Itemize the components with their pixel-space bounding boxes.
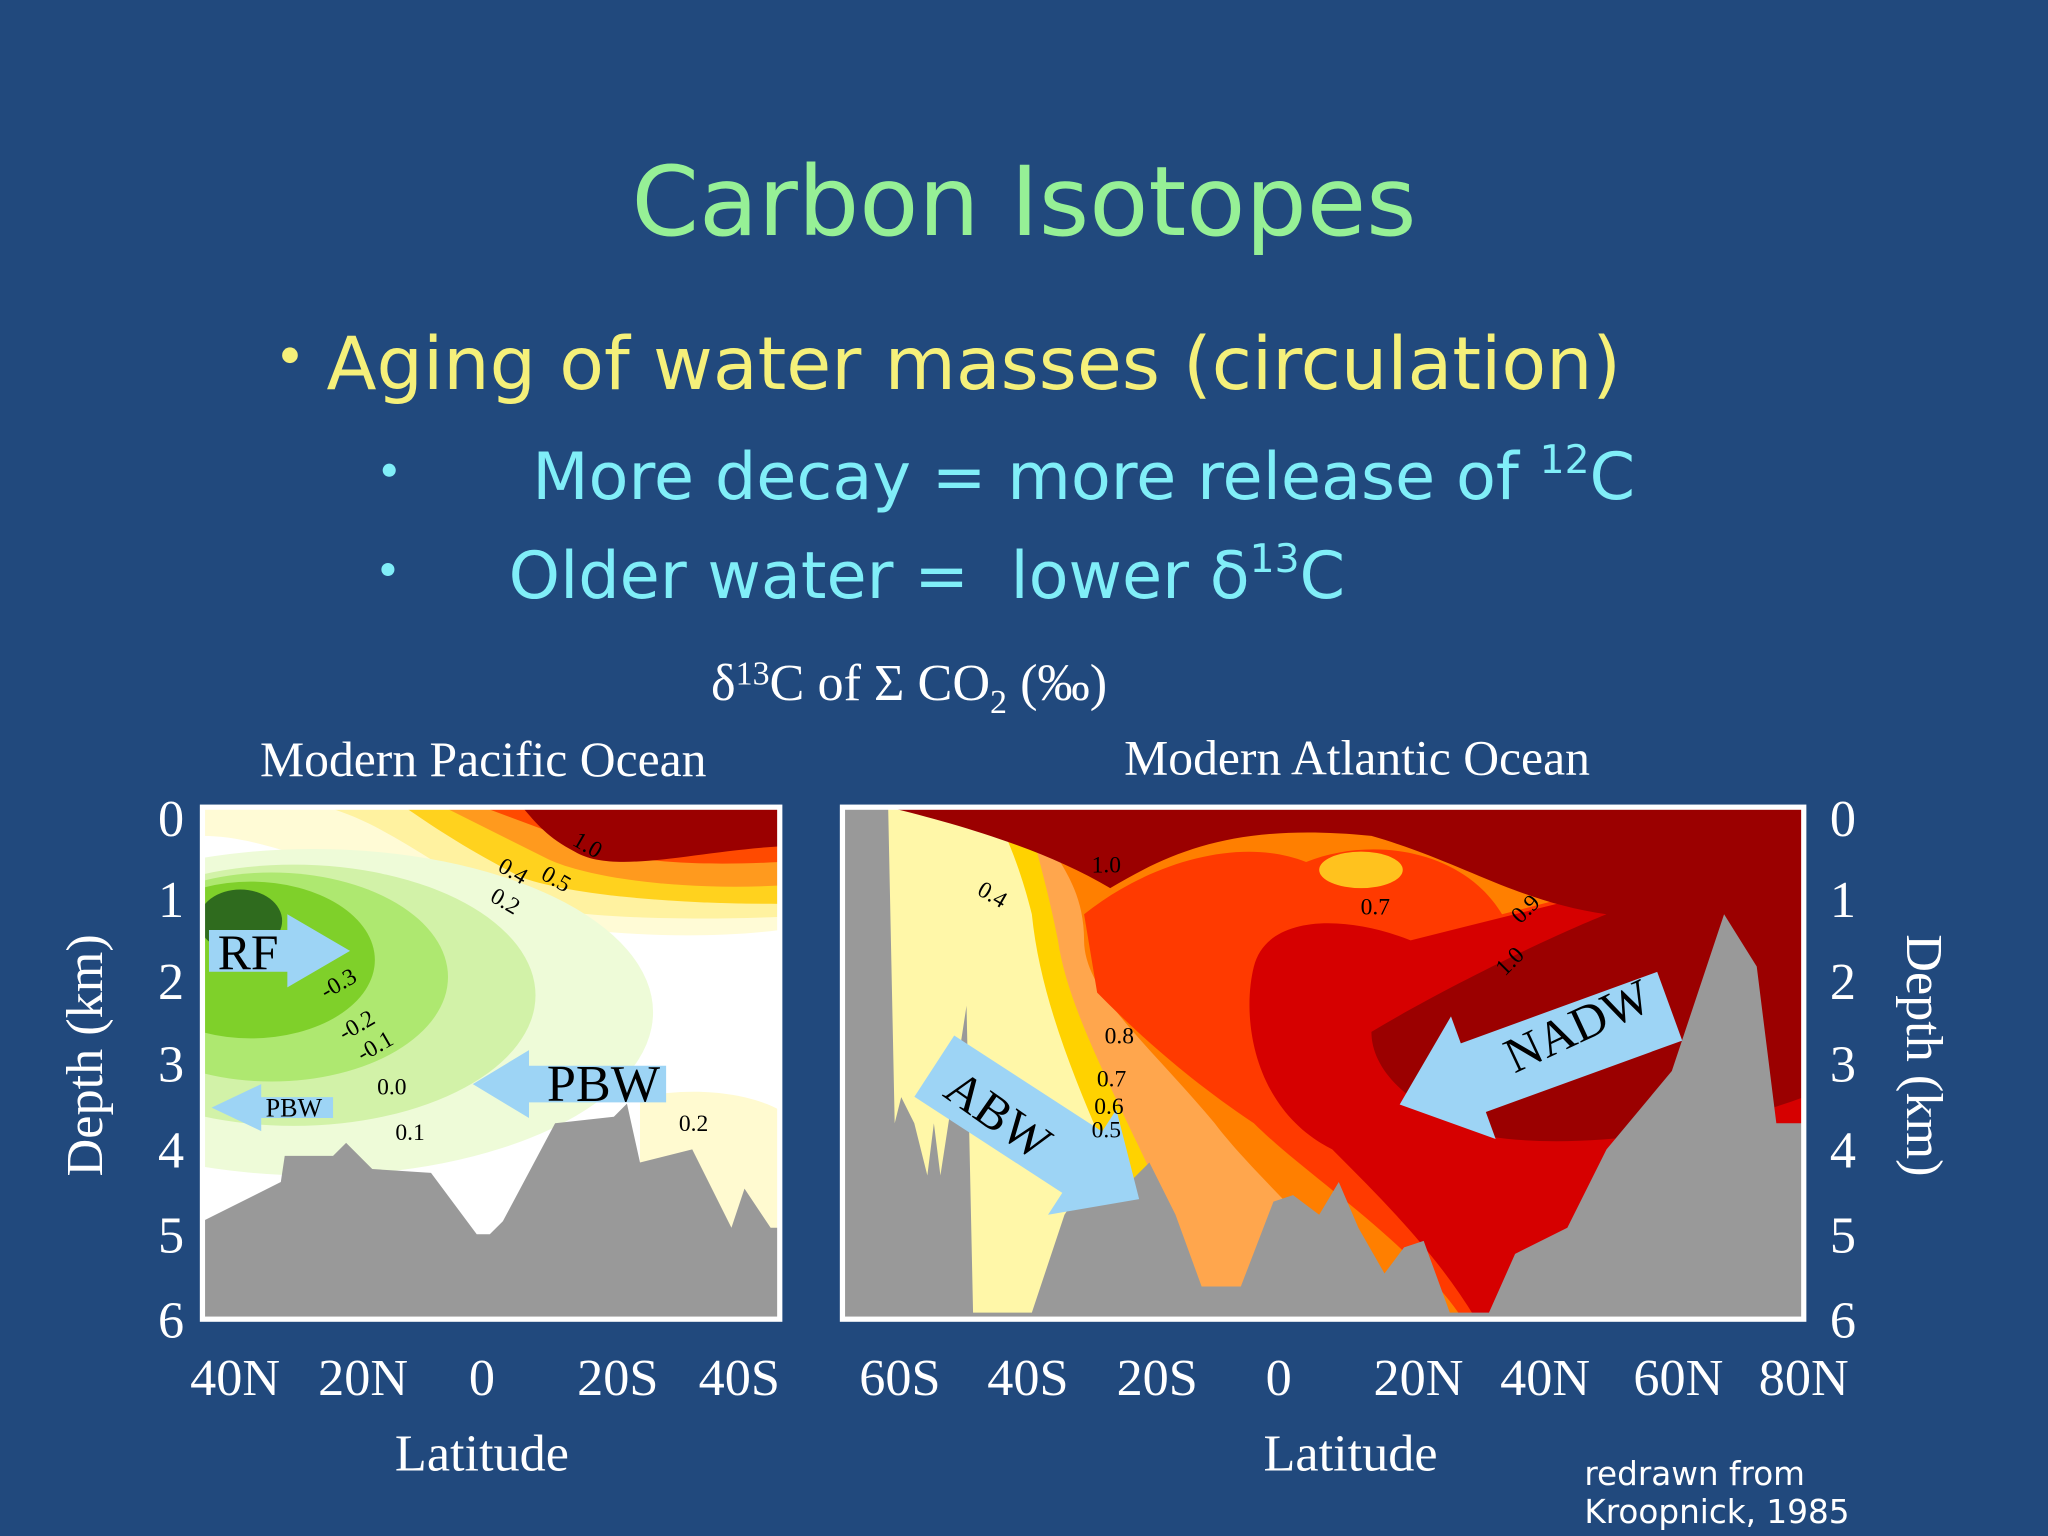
y-tick-label: 2 — [1830, 953, 1856, 1011]
y-tick-label: 6 — [158, 1291, 184, 1349]
y-tick-label: 0 — [1830, 790, 1856, 848]
x-tick-label: 60N — [1633, 1349, 1723, 1407]
contour-label: 0.5 — [1092, 1118, 1121, 1144]
shape — [1399, 971, 1683, 1140]
bullet-marker — [282, 347, 298, 364]
water-mass-label: PBW — [547, 1055, 661, 1113]
superscript: 12 — [1540, 438, 1590, 483]
x-tick-label: 0 — [1266, 1349, 1292, 1407]
x-tick-label: 20S — [1117, 1349, 1198, 1407]
x-tick-label: 40S — [987, 1349, 1068, 1407]
contour-region — [522, 807, 780, 862]
text: C of Σ CO — [770, 654, 991, 712]
y-tick-label: 3 — [158, 1035, 184, 1093]
sub-bullet: Older water = lower δ13C — [405, 537, 1408, 614]
y-tick-label: 3 — [1830, 1035, 1856, 1093]
contour-label: 0.8 — [1105, 1024, 1134, 1050]
x-tick-label: 60S — [859, 1349, 940, 1407]
bullet: Aging of water masses (circulation) — [327, 322, 1621, 407]
credit: Kroopnick, 1985 — [1584, 1493, 1849, 1531]
x-axis-label: Latitude — [1264, 1425, 1438, 1483]
x-tick-label: 40N — [1500, 1349, 1590, 1407]
superscript: 13 — [1250, 537, 1300, 582]
contour-label: 0.7 — [1097, 1067, 1127, 1093]
x-tick-label: 40S — [699, 1349, 780, 1407]
figure-title: δ13C of Σ CO2 (‰) — [646, 654, 1147, 721]
y-tick-label: 0 — [158, 790, 184, 848]
water-mass-label: RF — [218, 925, 279, 980]
shape — [472, 1050, 667, 1119]
subscript: 2 — [990, 684, 1007, 721]
text: (‰) — [1007, 654, 1107, 712]
x-tick-label: 80N — [1759, 1349, 1849, 1407]
y-tick-label: 4 — [1830, 1122, 1856, 1180]
text: C — [1590, 439, 1636, 515]
x-tick-label: 0 — [469, 1349, 495, 1407]
shape — [211, 1084, 334, 1132]
water-mass-label: PBW — [266, 1094, 323, 1123]
bullet-marker — [382, 463, 396, 477]
slide-title: Carbon Isotopes — [631, 145, 1416, 258]
y-axis-label: Depth (km) — [1895, 934, 1953, 1176]
bullet-marker — [381, 562, 395, 576]
text: δ — [711, 654, 736, 712]
contour-label: 0.7 — [1361, 894, 1391, 920]
y-tick-label: 1 — [158, 871, 184, 929]
pacific-section — [202, 807, 780, 1320]
sub-bullet: More decay = more release of 12C — [428, 438, 1697, 515]
shape — [202, 1103, 780, 1320]
x-tick-label: 20S — [577, 1349, 658, 1407]
contour-label: 0.2 — [679, 1111, 708, 1137]
text: More decay = more release of — [532, 439, 1539, 515]
text: C — [1300, 538, 1346, 614]
superscript: 13 — [736, 655, 770, 692]
panel-frame — [199, 804, 783, 1322]
y-tick-label: 1 — [1830, 871, 1856, 929]
x-axis-label: Latitude — [395, 1425, 569, 1483]
y-tick-label: 5 — [158, 1207, 184, 1265]
text: Older water = lower δ — [509, 538, 1250, 614]
contour-label: 0.6 — [1094, 1094, 1124, 1120]
contour-region — [1319, 851, 1403, 889]
y-tick-label: 2 — [158, 953, 184, 1011]
x-tick-label: 20N — [1373, 1349, 1463, 1407]
contour-label: 0.1 — [395, 1120, 424, 1146]
panel-frame — [839, 804, 1807, 1322]
y-tick-label: 6 — [1830, 1291, 1856, 1349]
panel-title: Modern Atlantic Ocean — [1124, 731, 1590, 786]
atlantic-section — [842, 807, 1804, 1320]
x-tick-label: 40N — [190, 1349, 280, 1407]
panel-title: Modern Pacific Ocean — [260, 732, 707, 787]
y-tick-label: 5 — [1830, 1207, 1856, 1265]
x-tick-label: 20N — [318, 1349, 408, 1407]
credit: redrawn from — [1584, 1455, 1805, 1493]
contour-label: 0.0 — [377, 1075, 406, 1101]
shape — [914, 1035, 1140, 1215]
y-tick-label: 4 — [158, 1122, 184, 1180]
shape — [208, 914, 351, 988]
y-axis-label: Depth (km) — [56, 934, 114, 1176]
contour-label: 1.0 — [1092, 852, 1121, 878]
